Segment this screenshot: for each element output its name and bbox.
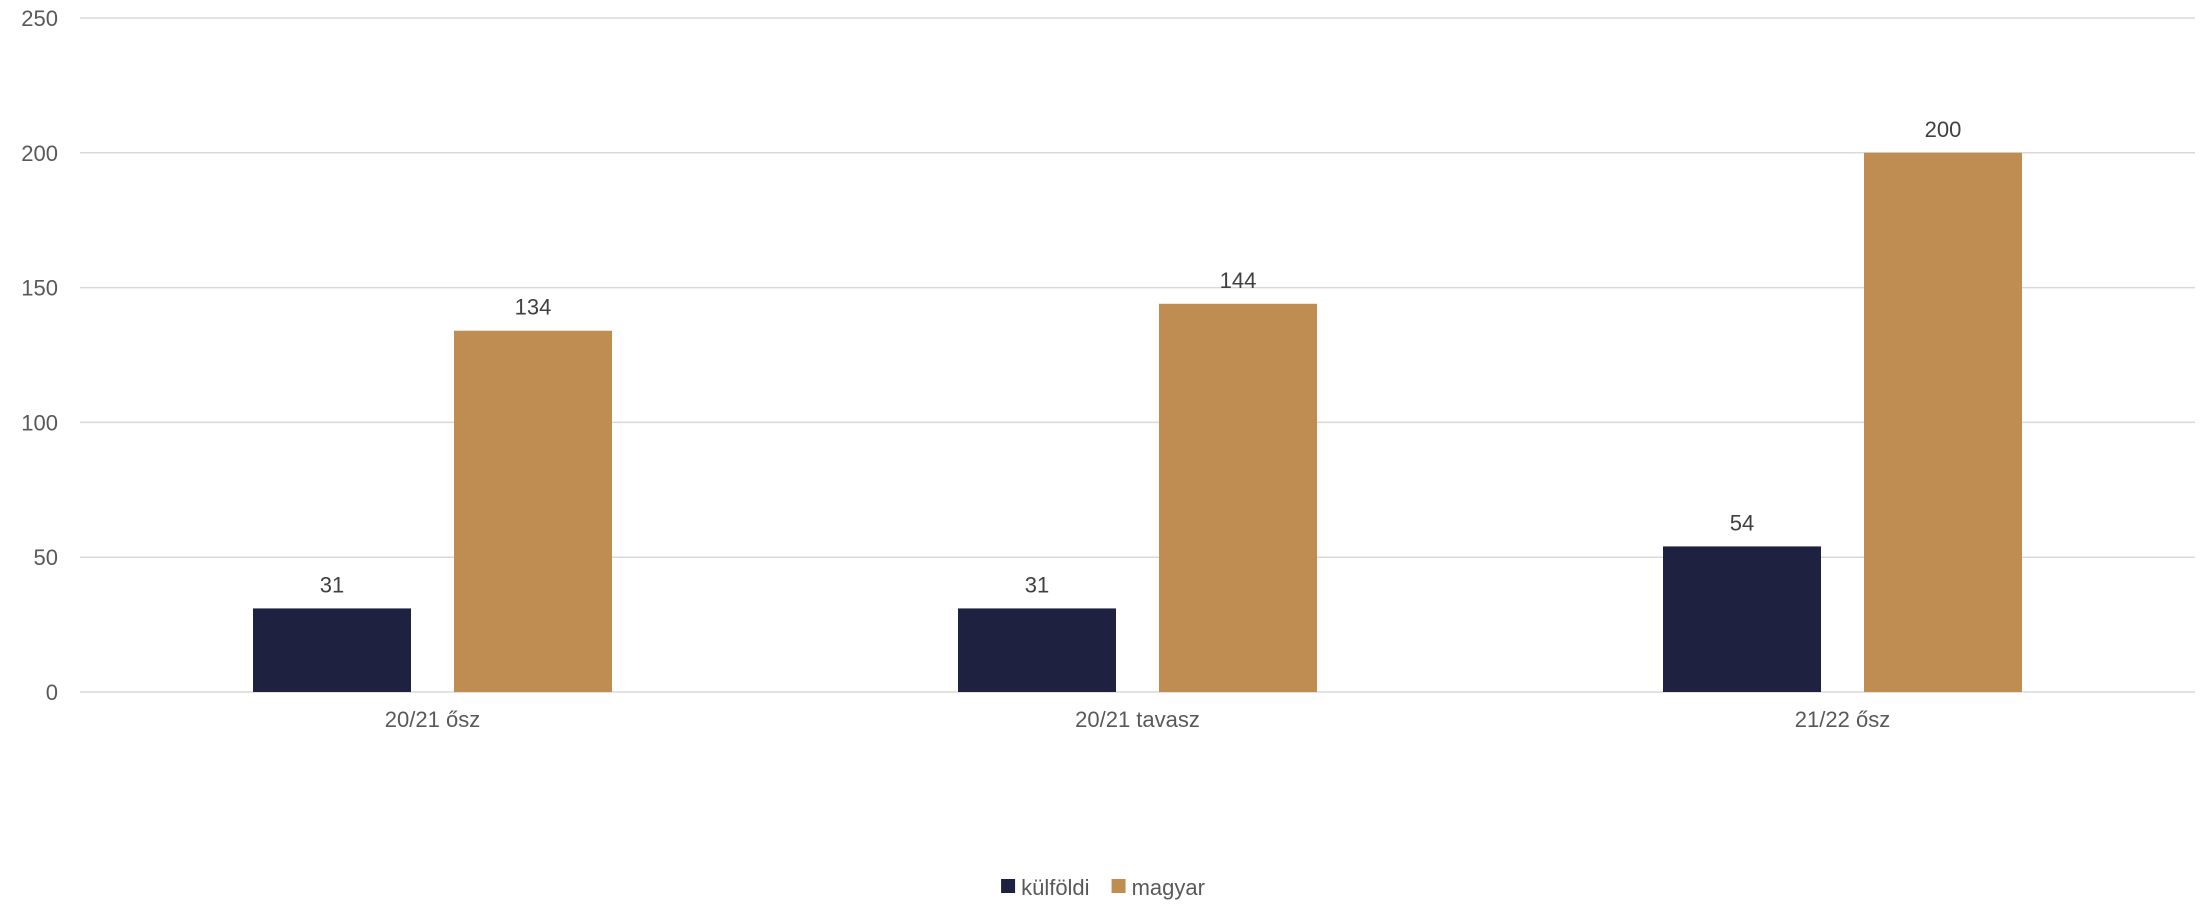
legend-label: magyar	[1132, 875, 1205, 900]
data-label: 200	[1925, 117, 1962, 142]
legend-item-magyar: magyar	[1111, 875, 1205, 900]
legend-label: külföldi	[1021, 875, 1089, 900]
legend-item-külföldi: külföldi	[1001, 875, 1090, 900]
bar-külföldi-0	[253, 608, 411, 692]
y-tick-label: 150	[21, 276, 58, 301]
data-labels: 31 134 31 144 54 200	[320, 117, 1962, 598]
data-label: 134	[515, 295, 552, 320]
legend-swatch	[1111, 879, 1126, 893]
bar-magyar-0	[454, 330, 612, 692]
y-tick-label: 200	[21, 141, 58, 166]
bars	[253, 152, 2022, 693]
data-label: 54	[1730, 510, 1754, 535]
y-axis: 0 50 100 150 200 250	[21, 6, 58, 705]
data-label: 144	[1220, 268, 1257, 293]
data-label: 31	[320, 572, 344, 597]
y-tick-label: 50	[34, 545, 58, 570]
bar-külföldi-1	[958, 608, 1116, 692]
data-label: 31	[1025, 572, 1049, 597]
x-tick-label: 20/21 ősz	[385, 707, 480, 732]
x-tick-label: 20/21 tavasz	[1075, 707, 1200, 732]
bar-külföldi-2	[1663, 546, 1821, 692]
legend-swatch	[1001, 879, 1016, 893]
x-axis: 20/21 ősz 20/21 tavasz 21/22 ősz	[385, 707, 1890, 732]
bar-magyar-1	[1159, 303, 1317, 692]
y-tick-label: 250	[21, 6, 58, 31]
x-tick-label: 21/22 ősz	[1795, 707, 1890, 732]
y-tick-label: 0	[46, 680, 58, 705]
grid-lines	[80, 17, 2195, 693]
y-tick-label: 100	[21, 410, 58, 435]
bar-magyar-2	[1864, 152, 2022, 693]
legend: külföldi magyar	[1001, 875, 1205, 900]
